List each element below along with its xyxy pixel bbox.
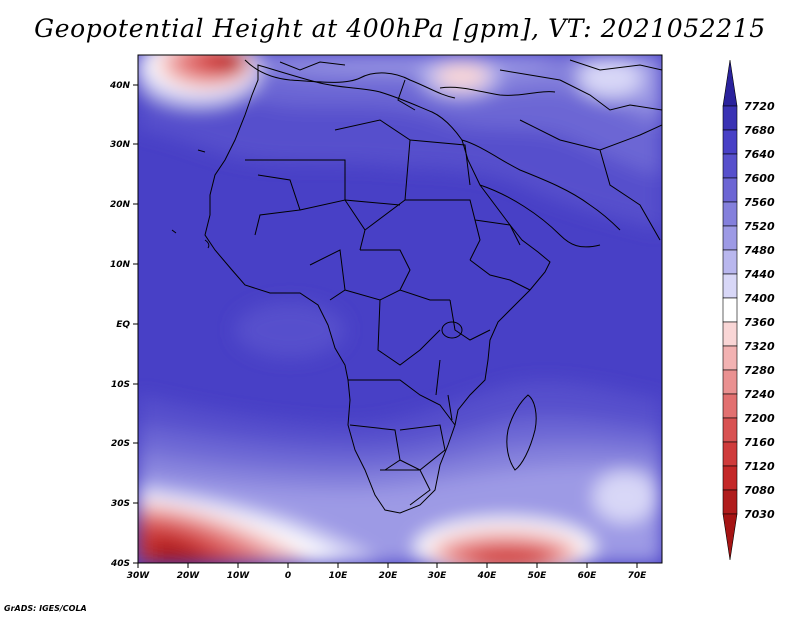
map-frame [137,54,663,564]
colorbar-swatch [722,297,738,323]
colorbar-swatch [722,417,738,443]
colorbar-label: 7160 [744,436,775,449]
map-title: Geopotential Height at 400hPa [gpm], VT:… [34,14,766,43]
colorbar-swatch [722,249,738,275]
colorbar-label: 7560 [744,196,775,209]
lat-label-10s: 10S [111,380,130,390]
colorbar-label: 7030 [744,508,775,521]
lon-label-10e: 10E [329,571,349,581]
lon-label-30e: 30E [428,571,448,581]
lon-label-20e: 20E [379,571,399,581]
colorbar-swatch [722,273,738,299]
lon-label-70e: 70E [628,571,648,581]
colorbar-label: 7240 [744,388,775,401]
longitude-axis: 30W 20W 10W 0 10E 20E 30E 40E 50E 60E 70… [127,563,647,581]
lat-label-40n: 40N [109,81,131,91]
colorbar-swatch [722,177,738,203]
colorbar-swatch [722,345,738,371]
colorbar-swatch [722,441,738,467]
colorbar-swatch [722,369,738,395]
lon-label-50e: 50E [528,571,548,581]
colorbar-label: 7320 [744,340,775,353]
lat-label-30s: 30S [111,499,130,509]
colorbar-label: 7600 [744,172,775,185]
colorbar-label: 7480 [744,244,775,257]
colorbar-label: 7440 [744,268,775,281]
colorbar-label: 7280 [744,364,775,377]
lat-label-30n: 30N [110,140,131,150]
colorbar-swatch [722,393,738,419]
colorbar-label: 7200 [744,412,775,425]
colorbar-label: 7120 [744,460,775,473]
colorbar: 7720 7680 7640 7600 7560 7520 7480 7440 7400 7360… [722,59,775,561]
grads-credit: GrADS: IGES/COLA [4,604,87,613]
colorbar-swatch [722,465,738,491]
geopotential-height-field [138,55,662,563]
lat-label-20s: 20S [111,439,130,449]
lat-label-10n: 10N [110,260,131,270]
colorbar-label: 7640 [744,148,775,161]
colorbar-swatch [722,105,738,131]
colorbar-swatch [722,153,738,179]
colorbar-swatch [722,129,738,155]
colorbar-label: 7520 [744,220,775,233]
lon-label-10w: 10W [227,571,251,581]
colorbar-label: 7360 [744,316,775,329]
colorbar-label: 7080 [744,484,775,497]
colorbar-swatch [722,225,738,251]
latitude-axis: 40N 30N 20N 10N EQ 10S 20S 30S 40S [109,81,138,569]
coastline-borders [171,59,662,514]
colorbar-label: 7720 [744,100,775,113]
lat-label-40s: 40S [110,559,130,569]
colorbar-swatch [722,489,738,515]
colorbar-bottom-arrow [722,513,738,561]
lon-label-60e: 60E [578,571,598,581]
colorbar-label: 7680 [744,124,775,137]
lon-label-0: 0 [285,571,291,581]
lat-label-20n: 20N [110,200,131,210]
lat-label-eq: EQ [116,320,130,330]
lon-label-40e: 40E [477,571,498,581]
colorbar-label: 7400 [744,292,775,305]
lon-label-30w: 30W [127,571,151,581]
lon-label-20w: 20W [177,571,201,581]
colorbar-swatch [722,201,738,227]
colorbar-top-arrow [722,59,738,107]
colorbar-swatch [722,321,738,347]
